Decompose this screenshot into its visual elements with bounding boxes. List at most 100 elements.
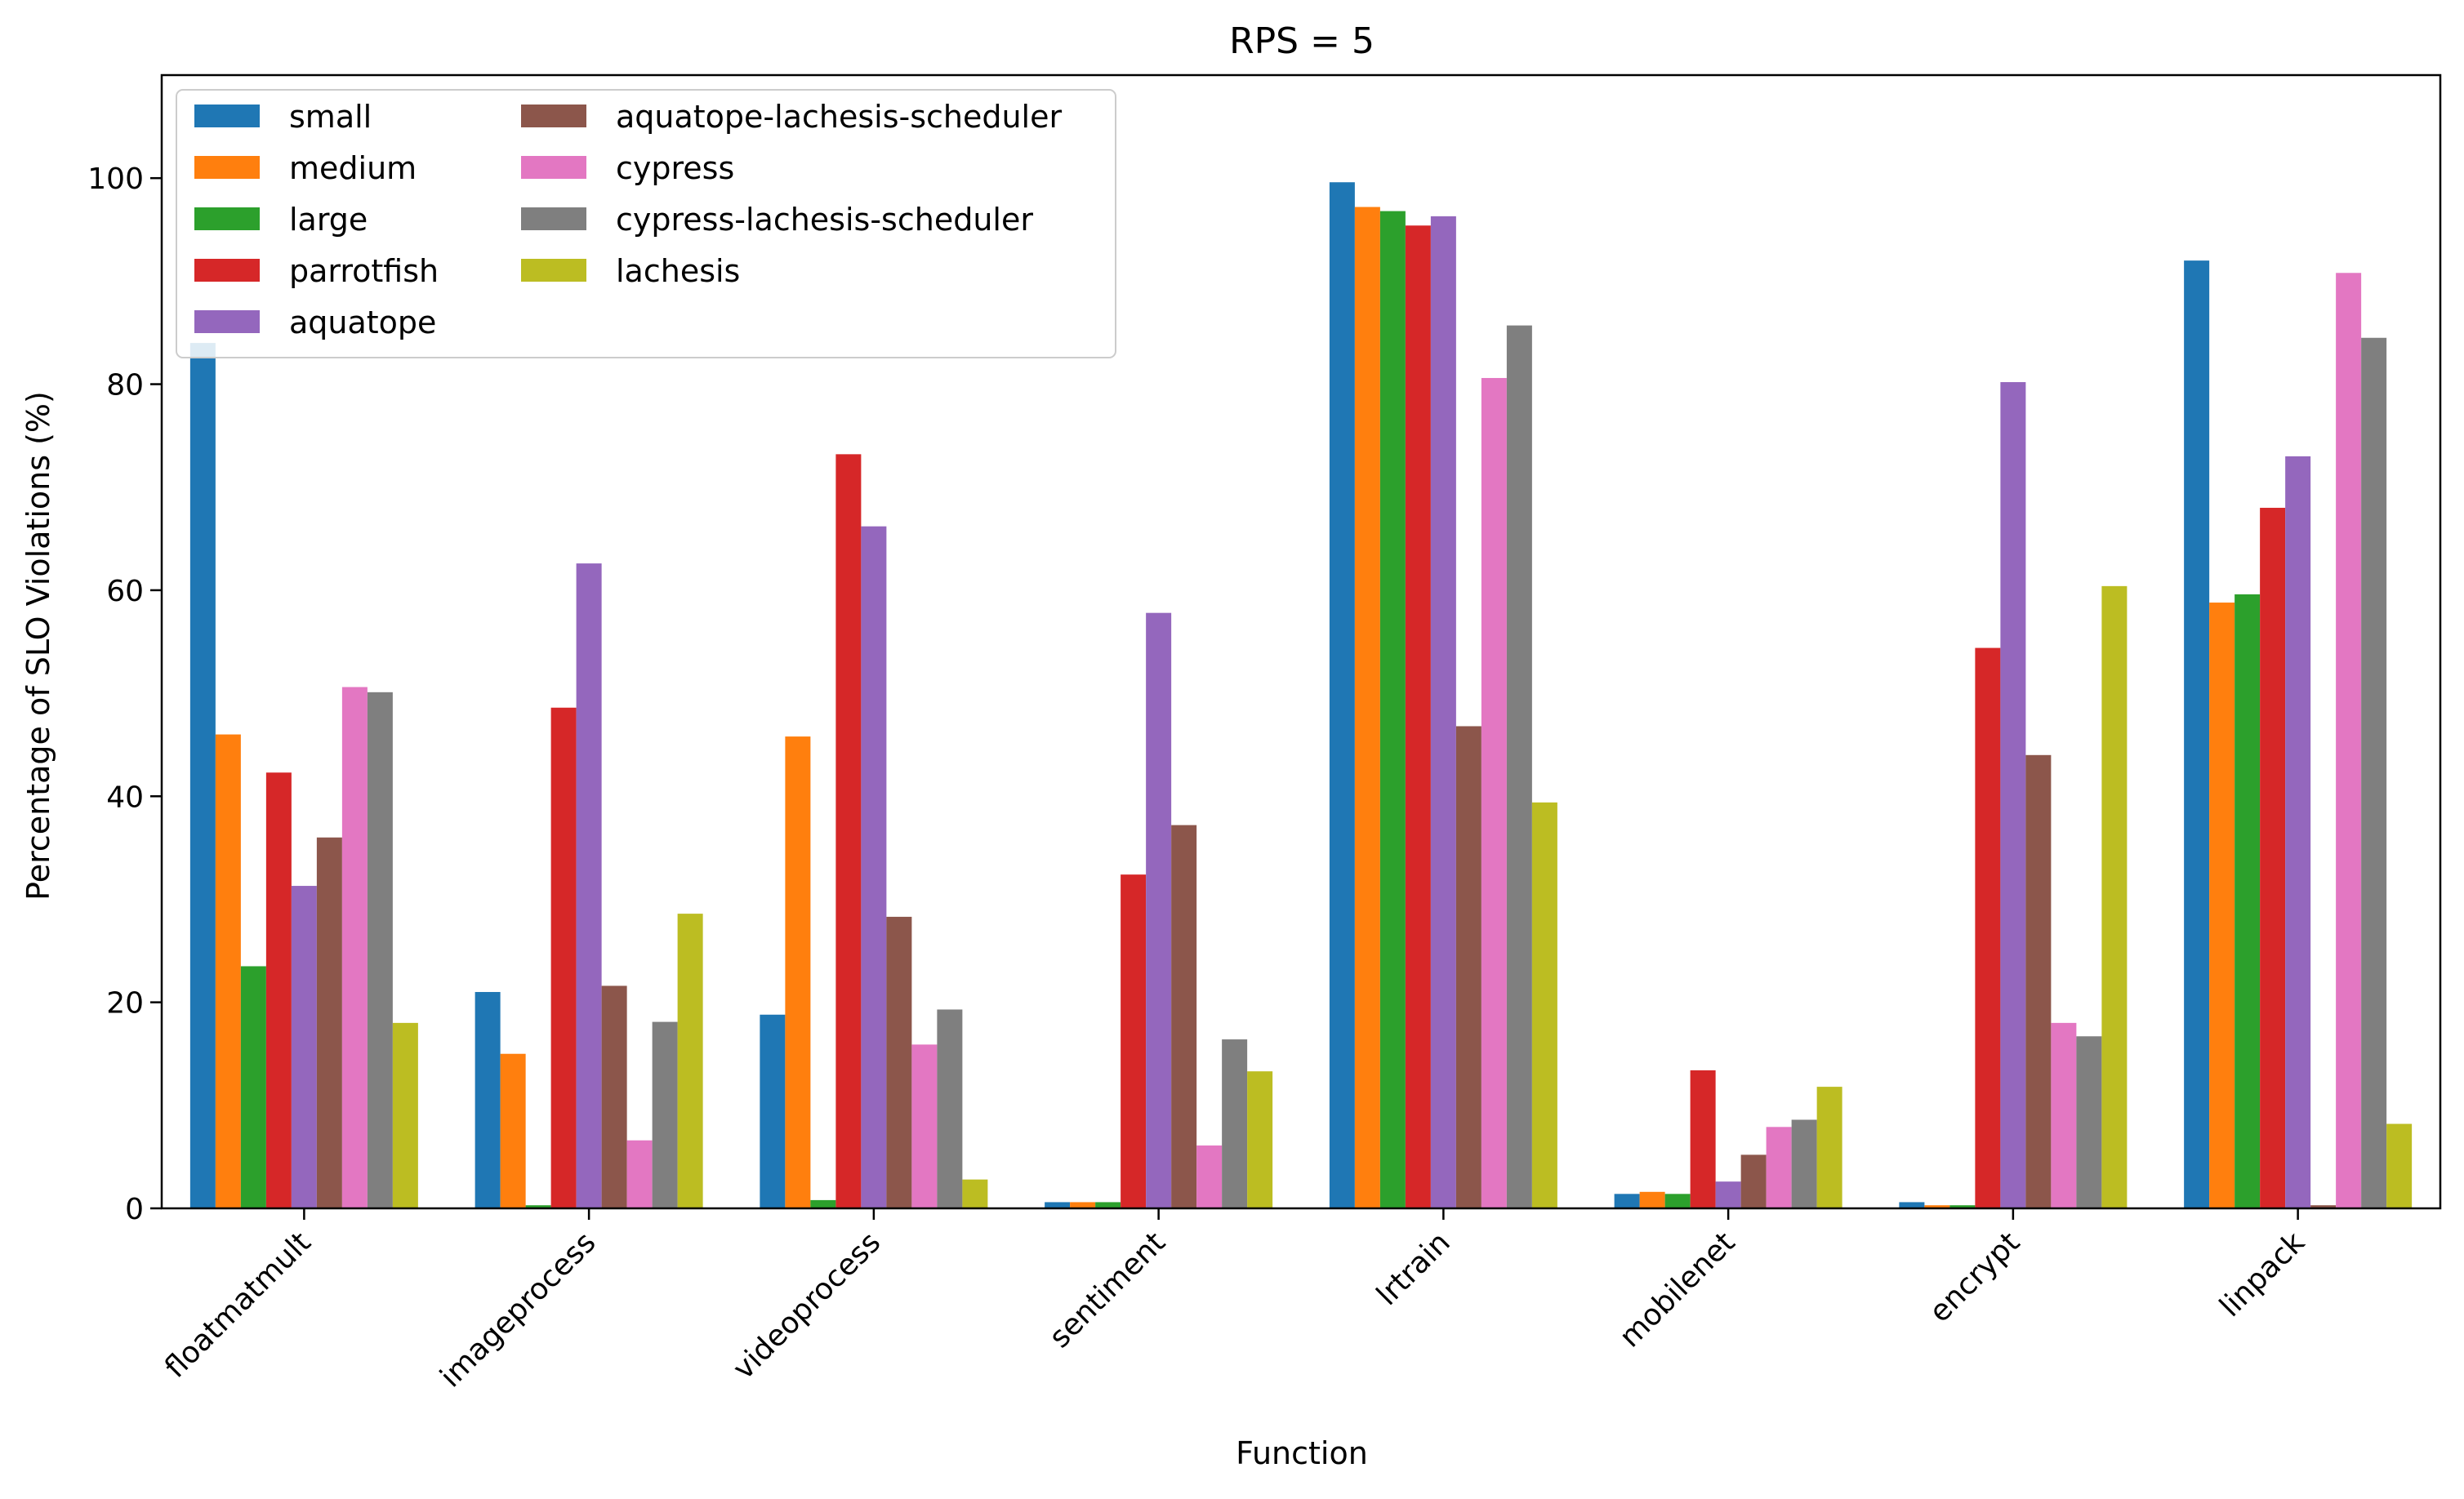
bar-lachesis-linpack (2386, 1123, 2413, 1208)
bar-lachesis-mobilenet (1816, 1087, 1842, 1208)
bar-lachesis-floatmatmult (392, 1022, 418, 1208)
bar-cypress-imageprocess (626, 1140, 653, 1208)
legend-label: aquatope (289, 305, 436, 340)
legend-swatch-cypress (521, 156, 586, 179)
legend-swatch-medium (194, 156, 260, 179)
bar-group (189, 182, 2413, 1209)
bar-cypress-lachesis-scheduler-floatmatmult (367, 692, 393, 1208)
bar-aquatope-lachesis-scheduler-encrypt (2025, 754, 2052, 1208)
bar-cypress-lachesis-scheduler-lrtrain (1506, 325, 1532, 1208)
bar-cypress-lachesis-scheduler-encrypt (2076, 1036, 2102, 1208)
chart-title: RPS = 5 (1229, 20, 1375, 62)
legend-swatch-cypress-lachesis-scheduler (521, 207, 586, 230)
bar-small-videoprocess (760, 1014, 786, 1208)
bar-lachesis-encrypt (2101, 585, 2128, 1208)
bar-cypress-lachesis-scheduler-sentiment (1222, 1039, 1248, 1208)
bar-aquatope-lachesis-scheduler-sentiment (1171, 825, 1197, 1208)
bar-parrotfish-mobilenet (1690, 1070, 1716, 1208)
y-axis-ticks: 0 20 40 60 80 100 (87, 162, 162, 1226)
bar-lachesis-imageprocess (677, 914, 703, 1208)
bar-cypress-floatmatmult (341, 687, 368, 1208)
legend-label: lachesis (616, 253, 740, 289)
bar-aquatope-linpack (2285, 456, 2311, 1208)
legend: small medium large parrotfish aquatope aquato… (176, 89, 1116, 358)
bar-large-videoprocess (810, 1199, 836, 1208)
bar-aquatope-lachesis-scheduler-lrtrain (1455, 726, 1482, 1208)
bar-cypress-lachesis-scheduler-linpack (2361, 337, 2387, 1208)
bar-medium-mobilenet (1639, 1191, 1665, 1208)
bar-medium-lrtrain (1354, 207, 1380, 1208)
bar-aquatope-lachesis-scheduler-videoprocess (886, 916, 912, 1208)
bar-cypress-videoprocess (911, 1044, 938, 1208)
bar-medium-imageprocess (500, 1053, 526, 1208)
bar-cypress-lachesis-scheduler-mobilenet (1791, 1119, 1817, 1208)
bar-large-mobilenet (1664, 1194, 1691, 1208)
bar-aquatope-encrypt (2000, 382, 2026, 1208)
bar-medium-videoprocess (785, 736, 811, 1208)
bar-cypress-linpack (2336, 273, 2362, 1208)
bar-aquatope-lachesis-scheduler-floatmatmult (316, 837, 342, 1208)
legend-label: cypress-lachesis-scheduler (616, 202, 1033, 238)
bar-cypress-lachesis-scheduler-videoprocess (937, 1009, 963, 1208)
bar-aquatope-lrtrain (1430, 216, 1456, 1208)
bar-parrotfish-floatmatmult (265, 772, 292, 1208)
bar-small-mobilenet (1614, 1194, 1640, 1208)
bar-cypress-encrypt (2051, 1022, 2077, 1208)
bar-cypress-sentiment (1196, 1145, 1223, 1208)
bar-lachesis-videoprocess (962, 1179, 988, 1208)
bar-cypress-mobilenet (1766, 1127, 1792, 1208)
bar-parrotfish-sentiment (1121, 874, 1147, 1208)
legend-label: large (289, 202, 368, 238)
bar-large-sentiment (1095, 1202, 1121, 1208)
bar-small-sentiment (1045, 1202, 1071, 1208)
bar-large-imageprocess (525, 1205, 551, 1208)
bar-lachesis-sentiment (1247, 1071, 1273, 1208)
bar-medium-floatmatmult (215, 734, 241, 1208)
bar-lachesis-lrtrain (1531, 802, 1557, 1208)
bar-parrotfish-encrypt (1975, 647, 2001, 1208)
bar-medium-sentiment (1070, 1202, 1096, 1208)
bar-parrotfish-videoprocess (835, 454, 862, 1208)
legend-swatch-aquatope (194, 310, 260, 333)
legend-swatch-large (194, 207, 260, 230)
bar-parrotfish-lrtrain (1405, 225, 1431, 1209)
x-axis-label: Function (1236, 1435, 1368, 1471)
y-tick-label: 80 (106, 369, 144, 403)
legend-box (176, 89, 1116, 358)
y-tick-label: 60 (106, 575, 144, 608)
bar-small-floatmatmult (189, 343, 216, 1208)
bar-large-lrtrain (1379, 211, 1406, 1208)
bar-aquatope-lachesis-scheduler-linpack (2310, 1205, 2337, 1208)
bar-parrotfish-imageprocess (550, 707, 577, 1208)
bar-large-floatmatmult (240, 966, 266, 1208)
bar-cypress-lachesis-scheduler-imageprocess (652, 1021, 678, 1208)
legend-label: medium (289, 150, 417, 186)
bar-aquatope-imageprocess (576, 563, 602, 1208)
y-tick-label: 100 (87, 162, 144, 196)
bar-large-encrypt (1949, 1205, 1976, 1208)
bar-aquatope-lachesis-scheduler-mobilenet (1740, 1154, 1767, 1208)
y-tick-label: 0 (125, 1193, 144, 1226)
bar-cypress-lrtrain (1481, 377, 1507, 1209)
bar-large-linpack (2235, 594, 2261, 1208)
bar-small-lrtrain (1329, 182, 1355, 1209)
legend-label: small (289, 99, 372, 135)
legend-swatch-small (194, 105, 260, 127)
bar-small-imageprocess (475, 992, 501, 1208)
bar-aquatope-mobilenet (1715, 1181, 1741, 1208)
legend-swatch-lachesis (521, 259, 586, 282)
legend-label: parrotfish (289, 253, 439, 289)
bar-aquatope-videoprocess (861, 526, 887, 1208)
y-tick-label: 20 (106, 987, 144, 1021)
bar-medium-encrypt (1924, 1205, 1950, 1208)
legend-swatch-parrotfish (194, 259, 260, 282)
bar-aquatope-sentiment (1146, 612, 1172, 1208)
bar-aquatope-lachesis-scheduler-imageprocess (601, 985, 627, 1208)
y-tick-label: 40 (106, 781, 144, 814)
bar-small-encrypt (1899, 1202, 1925, 1208)
bar-small-linpack (2184, 260, 2210, 1208)
legend-swatch-aquatope-lachesis-scheduler (521, 105, 586, 127)
legend-label: cypress (616, 150, 734, 186)
